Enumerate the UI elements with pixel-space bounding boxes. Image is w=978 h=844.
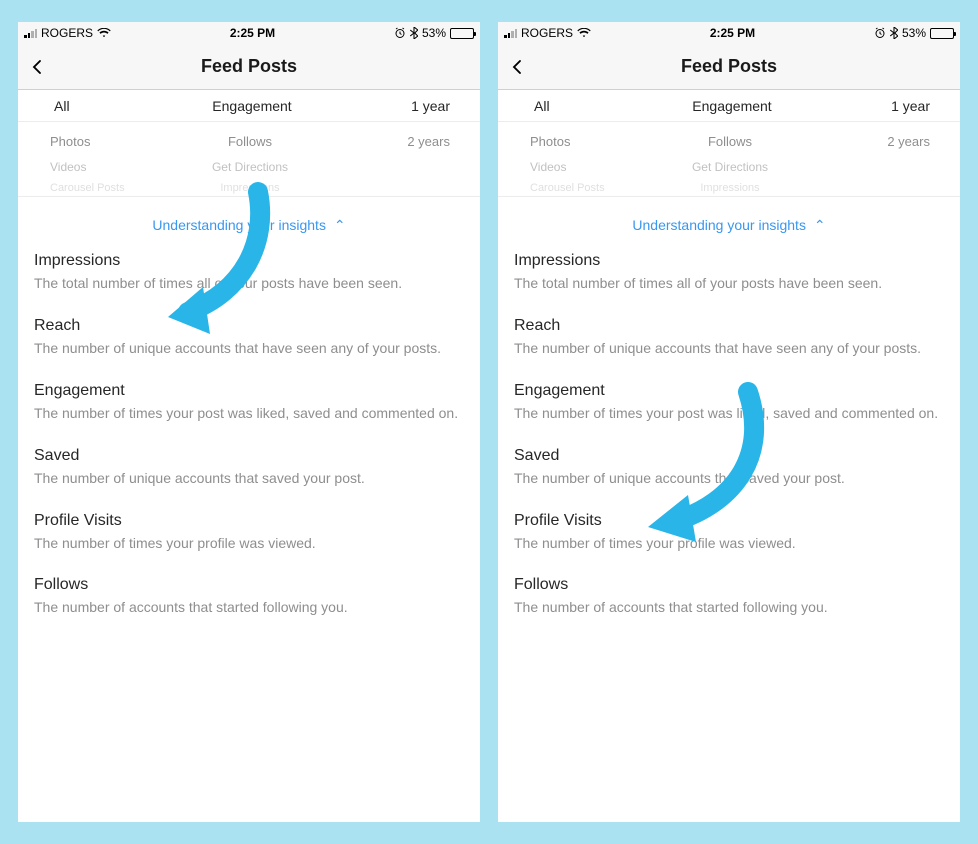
battery-pct: 53% — [422, 26, 446, 40]
picker-option[interactable]: Impressions — [663, 182, 796, 194]
battery-icon — [450, 28, 474, 39]
metric-reach: Reach The number of unique accounts that… — [34, 317, 464, 358]
status-time: 2:25 PM — [710, 26, 755, 40]
metric-title: Reach — [34, 317, 464, 335]
filter-metric[interactable]: Engagement — [666, 98, 798, 114]
metric-impressions: Impressions The total number of times al… — [514, 252, 944, 293]
metric-title: Engagement — [514, 382, 944, 400]
metric-reach: Reach The number of unique accounts that… — [514, 317, 944, 358]
wifi-icon — [97, 28, 111, 38]
insights-toggle[interactable]: Understanding your insights ⌃ — [498, 197, 960, 252]
picker-area[interactable]: Photos Follows 2 years Videos Get Direct… — [18, 122, 480, 197]
metric-title: Engagement — [34, 382, 464, 400]
status-time: 2:25 PM — [230, 26, 275, 40]
metric-follows: Follows The number of accounts that star… — [514, 576, 944, 617]
metric-title: Follows — [514, 576, 944, 594]
metric-title: Reach — [514, 317, 944, 335]
carrier-label: ROGERS — [521, 26, 573, 40]
metric-desc: The total number of times all of your po… — [514, 274, 944, 293]
picker-option[interactable]: Get Directions — [663, 160, 796, 174]
picker-option[interactable]: Photos — [30, 134, 183, 149]
metric-desc: The number of accounts that started foll… — [34, 598, 464, 617]
metric-desc: The number of unique accounts that saved… — [34, 469, 464, 488]
chevron-up-icon: ⌃ — [814, 217, 826, 234]
metric-title: Profile Visits — [514, 512, 944, 530]
bluetooth-icon — [410, 27, 418, 39]
insights-toggle[interactable]: Understanding your insights ⌃ — [18, 197, 480, 252]
metric-title: Follows — [34, 576, 464, 594]
filter-metric[interactable]: Engagement — [186, 98, 318, 114]
metric-profile-visits: Profile Visits The number of times your … — [514, 512, 944, 553]
insights-label: Understanding your insights — [152, 217, 326, 233]
metric-saved: Saved The number of unique accounts that… — [514, 447, 944, 488]
metric-title: Saved — [34, 447, 464, 465]
filter-type[interactable]: All — [510, 98, 666, 114]
insights-label: Understanding your insights — [632, 217, 806, 233]
picker-option[interactable]: 2 years — [317, 134, 468, 149]
metric-desc: The number of unique accounts that have … — [514, 339, 944, 358]
battery-pct: 53% — [902, 26, 926, 40]
picker-option[interactable]: Videos — [30, 160, 183, 174]
filter-row[interactable]: All Engagement 1 year — [498, 90, 960, 122]
nav-header: Feed Posts — [498, 44, 960, 90]
picker-option[interactable]: Get Directions — [183, 160, 316, 174]
metric-desc: The number of times your profile was vie… — [34, 534, 464, 553]
carrier-label: ROGERS — [41, 26, 93, 40]
filter-period[interactable]: 1 year — [798, 98, 948, 114]
status-bar: ROGERS 2:25 PM 53% — [498, 22, 960, 44]
metrics-list: Impressions The total number of times al… — [498, 252, 960, 641]
page-title: Feed Posts — [681, 56, 777, 77]
alarm-icon — [394, 27, 406, 39]
metric-desc: The number of unique accounts that saved… — [514, 469, 944, 488]
metrics-list: Impressions The total number of times al… — [18, 252, 480, 641]
metric-desc: The number of times your post was liked,… — [34, 404, 464, 423]
nav-header: Feed Posts — [18, 44, 480, 90]
phone-left: ROGERS 2:25 PM 53% Feed Posts All Engage… — [18, 22, 480, 822]
metric-desc: The number of times your profile was vie… — [514, 534, 944, 553]
status-bar: ROGERS 2:25 PM 53% — [18, 22, 480, 44]
metric-desc: The number of accounts that started foll… — [514, 598, 944, 617]
bluetooth-icon — [890, 27, 898, 39]
alarm-icon — [874, 27, 886, 39]
signal-icon — [24, 28, 37, 38]
signal-icon — [504, 28, 517, 38]
metric-desc: The total number of times all of your po… — [34, 274, 464, 293]
picker-option[interactable]: Follows — [663, 134, 796, 149]
metric-title: Impressions — [34, 252, 464, 270]
picker-option[interactable]: Impressions — [183, 182, 316, 194]
metric-title: Impressions — [514, 252, 944, 270]
wifi-icon — [577, 28, 591, 38]
back-button[interactable] — [508, 58, 526, 76]
metric-title: Profile Visits — [34, 512, 464, 530]
picker-option[interactable]: 2 years — [797, 134, 948, 149]
picker-option[interactable]: Videos — [510, 160, 663, 174]
metric-desc: The number of unique accounts that have … — [34, 339, 464, 358]
filter-row[interactable]: All Engagement 1 year — [18, 90, 480, 122]
metric-title: Saved — [514, 447, 944, 465]
metric-desc: The number of times your post was liked,… — [514, 404, 944, 423]
metric-profile-visits: Profile Visits The number of times your … — [34, 512, 464, 553]
metric-follows: Follows The number of accounts that star… — [34, 576, 464, 617]
page-title: Feed Posts — [201, 56, 297, 77]
picker-option[interactable]: Photos — [510, 134, 663, 149]
back-button[interactable] — [28, 58, 46, 76]
metric-engagement: Engagement The number of times your post… — [34, 382, 464, 423]
filter-type[interactable]: All — [30, 98, 186, 114]
metric-engagement: Engagement The number of times your post… — [514, 382, 944, 423]
picker-option[interactable]: Carousel Posts — [510, 182, 663, 194]
picker-option[interactable]: Carousel Posts — [30, 182, 183, 194]
picker-area[interactable]: Photos Follows 2 years Videos Get Direct… — [498, 122, 960, 197]
picker-option[interactable]: Follows — [183, 134, 316, 149]
phone-right: ROGERS 2:25 PM 53% Feed Posts All Engage… — [498, 22, 960, 822]
filter-period[interactable]: 1 year — [318, 98, 468, 114]
metric-saved: Saved The number of unique accounts that… — [34, 447, 464, 488]
metric-impressions: Impressions The total number of times al… — [34, 252, 464, 293]
battery-icon — [930, 28, 954, 39]
chevron-up-icon: ⌃ — [334, 217, 346, 234]
